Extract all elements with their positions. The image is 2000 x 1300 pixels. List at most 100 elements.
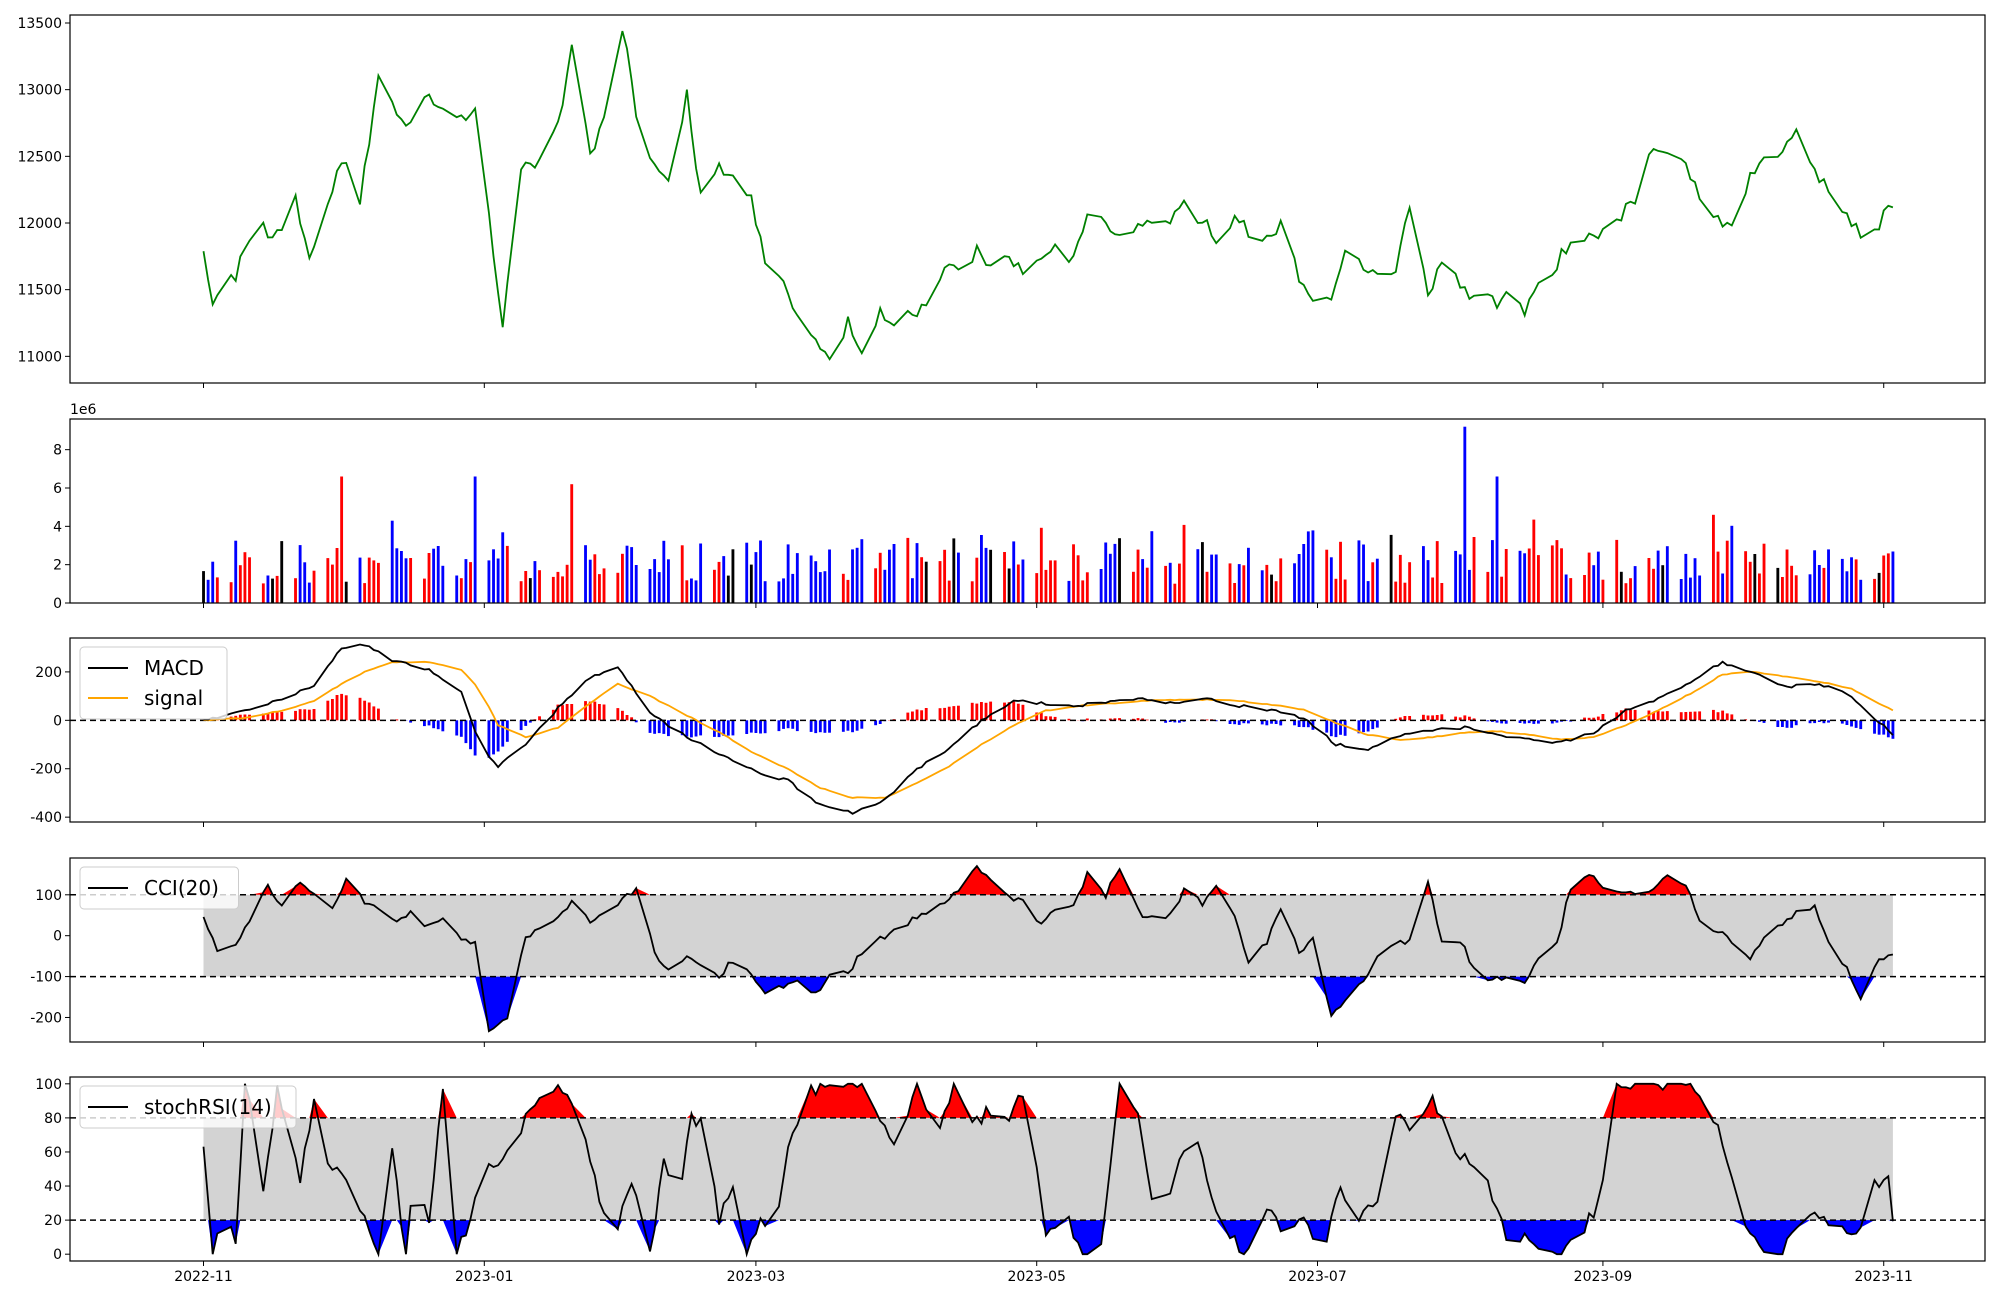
volume-bar (496, 558, 500, 603)
volume-bar (464, 559, 468, 603)
price-y-tick-label: 12000 (17, 216, 62, 232)
macd-histogram-bar (667, 720, 670, 737)
macd-histogram-bar (1440, 714, 1444, 721)
macd-histogram-bar (685, 720, 689, 737)
macd-histogram-bar (459, 720, 463, 737)
macd-histogram-bar (1730, 714, 1734, 721)
macd-histogram-bar (1725, 713, 1729, 721)
macd-histogram-bar (841, 720, 845, 732)
macd-histogram-bar (1132, 718, 1135, 721)
macd-histogram-bar (1486, 720, 1490, 722)
macd-histogram-bar (630, 717, 634, 721)
macd-histogram-bar (1564, 720, 1568, 721)
macd-histogram-bar (634, 720, 638, 723)
volume-bar (473, 476, 477, 603)
macd-histogram-bar (1329, 720, 1333, 737)
macd-histogram-bar (570, 704, 574, 721)
volume-bar (229, 582, 233, 603)
volume-bar (1748, 561, 1752, 603)
volume-bar (1113, 543, 1117, 603)
volume-bar (1049, 560, 1052, 603)
macd-histogram-bar (602, 704, 606, 721)
stochrsi-axes-frame (69, 1076, 1986, 1262)
x-tick-label: 2023-01 (455, 1269, 514, 1285)
volume-bar (1527, 548, 1531, 603)
volume-bar (1173, 583, 1177, 603)
macd-histogram-bar (1085, 718, 1089, 721)
cci-legend-label: CCI(20) (144, 876, 219, 900)
volume-bar (1196, 549, 1200, 603)
stochrsi-oversold-fill (203, 1220, 1893, 1255)
volume-bar (1762, 543, 1766, 603)
volume-bar (1661, 565, 1665, 603)
volume-bar (588, 559, 592, 603)
macd-histogram-bar (1822, 720, 1826, 724)
volume-bar (1274, 581, 1278, 603)
volume-bar (980, 535, 983, 603)
macd-histogram-bar (1689, 711, 1692, 721)
macd-histogram-bar (528, 720, 532, 723)
volume-bar (1472, 537, 1476, 603)
volume-bar (841, 573, 845, 603)
volume-bar (344, 581, 348, 603)
macd-histogram-bar (782, 720, 785, 729)
macd-histogram-bar (496, 720, 500, 752)
volume-bar (1753, 554, 1757, 603)
macd-histogram-bar (307, 709, 311, 721)
macd-legend-label: signal (144, 686, 203, 710)
volume-bar (1362, 544, 1365, 603)
volume-bar (621, 553, 624, 603)
volume-bar (1145, 567, 1149, 603)
legend-layer: MACD signal CCI(20) stochRSI(14) (79, 646, 297, 1129)
macd-histogram-bar (1619, 710, 1623, 721)
macd-histogram-bar (1016, 703, 1020, 721)
macd-histogram-bar (1587, 717, 1591, 721)
volume-bar (1214, 554, 1218, 603)
volume-bar (1136, 549, 1140, 603)
volume-bar (1021, 559, 1025, 603)
macd-histogram-bar (455, 720, 459, 736)
macd-histogram-bar (1214, 720, 1218, 722)
volume-bar (1592, 565, 1596, 603)
macd-histogram-bar (625, 715, 629, 721)
volume-bar (524, 571, 528, 603)
macd-histogram-bar (487, 720, 491, 758)
volume-bar (943, 549, 947, 603)
price-axes-frame (69, 14, 1986, 384)
volume-bar (1537, 555, 1540, 603)
macd-histogram-bar (957, 705, 960, 721)
volume-bar (1550, 545, 1554, 603)
macd-histogram-bar (331, 699, 334, 721)
volume-bar (947, 580, 951, 603)
volume-bar (1132, 571, 1135, 603)
macd-histogram-bar (598, 704, 601, 721)
macd-histogram-bar (1827, 720, 1830, 723)
macd-histogram-bar (1601, 714, 1605, 721)
volume-bar (1596, 551, 1600, 603)
volume-bar (818, 572, 822, 603)
macd-histogram-bar (980, 702, 983, 721)
volume-bar (335, 548, 339, 603)
volume-bar (717, 561, 721, 603)
volume-bar (1817, 565, 1821, 603)
macd-histogram-bar (441, 720, 445, 732)
macd-histogram-bar (648, 720, 652, 733)
macd-histogram-bar (1629, 710, 1632, 721)
volume-bar (984, 547, 988, 603)
macd-histogram-bar (851, 720, 854, 733)
volume-bar (390, 520, 394, 603)
volume-bar (1454, 550, 1458, 603)
macd-histogram-bar (294, 710, 297, 721)
macd-histogram-bar (786, 720, 790, 729)
volume-bar (358, 557, 362, 603)
volume-bar (1099, 569, 1103, 603)
volume-bar (1394, 581, 1398, 603)
volume-bar (404, 558, 408, 603)
macd-histogram-bar (1716, 712, 1720, 721)
volume-bar (1523, 553, 1527, 603)
volume-bar (648, 569, 652, 603)
volume-bar (1270, 574, 1273, 603)
macd-histogram-bar (303, 709, 307, 721)
cci-oversold-fill (203, 976, 1893, 1032)
volume-bar (1647, 558, 1651, 603)
